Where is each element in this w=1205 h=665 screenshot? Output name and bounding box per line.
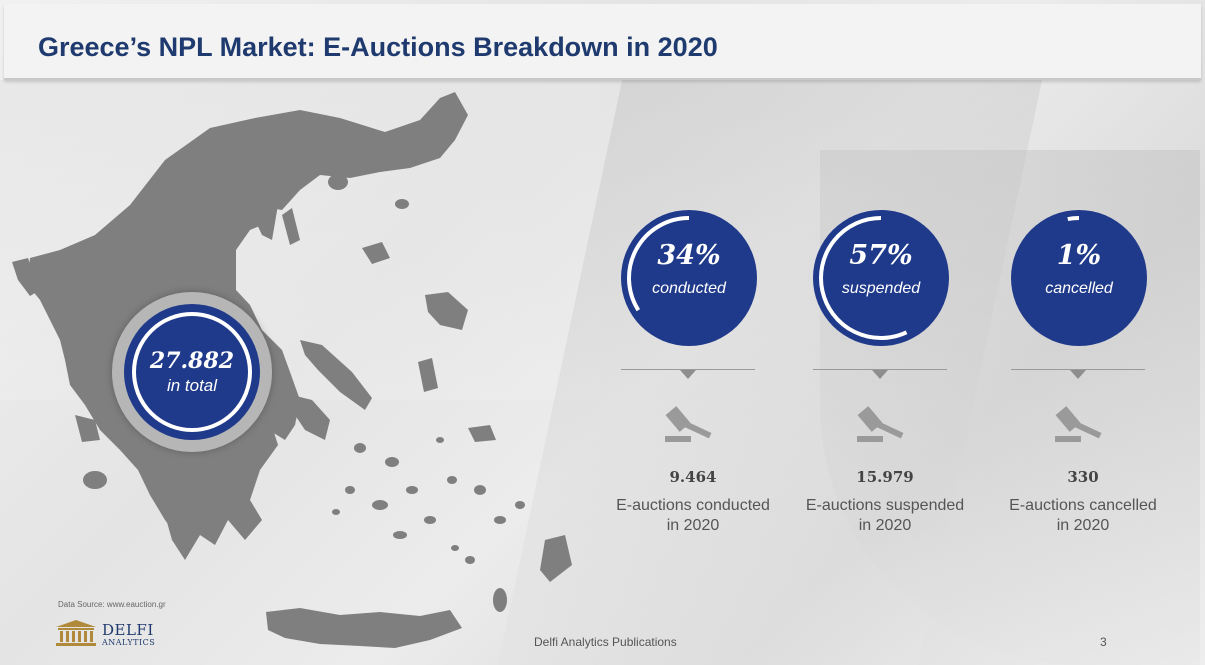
divider <box>621 369 755 370</box>
auction-count: 15.979 <box>856 468 914 486</box>
page-title: Greece’s NPL Market: E-Auctions Breakdow… <box>38 32 718 62</box>
auction-count: 9.464 <box>669 468 717 486</box>
percent-ring <box>813 210 949 346</box>
gavel-icon <box>1055 406 1102 442</box>
data-source-note: Data Source: www.eauction.gr <box>58 600 166 609</box>
auction-description: E-auctions suspended in 2020 <box>785 496 985 536</box>
auction-count: 330 <box>1067 468 1099 486</box>
description-line: E-auctions cancelled <box>1009 497 1157 514</box>
description-line: E-auctions suspended <box>805 497 965 514</box>
percent-value: 57% <box>849 240 913 271</box>
total-circle-ring <box>132 312 252 432</box>
auction-description: E-auctions cancelled in 2020 <box>983 496 1183 536</box>
pointer-arrow <box>680 370 696 379</box>
gavel-icon <box>857 406 904 442</box>
total-circle: 27.882 in total <box>124 304 260 440</box>
percent-label: cancelled <box>1045 280 1113 297</box>
description-line: in 2020 <box>666 517 720 534</box>
pointer-arrow <box>872 370 888 379</box>
title-bar <box>4 4 1201 80</box>
gavel-icon <box>665 406 712 442</box>
company-logo-text: DELFI ANALYTICS <box>102 621 156 648</box>
bank-building-logo-icon <box>56 620 96 646</box>
auction-description: E-auctions conducted in 2020 <box>593 496 793 536</box>
percent-label: conducted <box>652 280 726 297</box>
description-line: in 2020 <box>1056 517 1110 534</box>
percent-circle: 1% cancelled <box>1011 210 1147 346</box>
total-value: 27.882 <box>149 348 235 374</box>
percent-circle: 57% suspended <box>813 210 949 346</box>
logo-line: ANALYTICS <box>102 638 156 647</box>
percent-value: 1% <box>1056 240 1102 271</box>
percent-label: suspended <box>841 280 921 297</box>
footer-text: Delfi Analytics Publications <box>534 635 677 649</box>
percent-ring <box>621 210 757 346</box>
percent-ring <box>1011 210 1147 346</box>
page-number: 3 <box>1100 635 1107 649</box>
percent-value: 34% <box>657 240 721 271</box>
description-line: in 2020 <box>858 517 912 534</box>
divider <box>813 369 947 370</box>
percent-circle: 34% conducted <box>621 210 757 346</box>
description-line: E-auctions conducted <box>616 497 770 514</box>
pointer-arrow <box>1070 370 1086 379</box>
divider <box>1011 369 1145 370</box>
greece-map <box>12 92 572 648</box>
logo-line: DELFI <box>102 621 154 639</box>
total-label: in total <box>166 376 218 395</box>
